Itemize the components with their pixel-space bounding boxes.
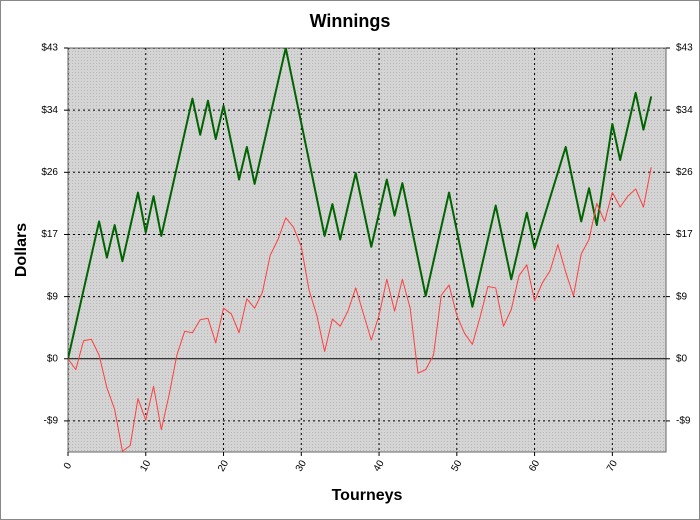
x-tick-label: 30 [294,458,309,474]
chart-title: Winnings [310,11,391,31]
y2-tick-label: $17 [676,229,693,240]
y2-tick-label: $43 [676,43,693,54]
y-tick-label: $43 [41,43,58,54]
x-tick-label: 10 [138,458,153,474]
y-tick-label: $26 [41,167,58,178]
y2-tick-label: $9 [676,291,688,302]
plot-area [67,47,667,453]
x-tick-label: 40 [372,458,387,474]
y-tick-label: -$9 [44,416,59,427]
y2-tick-label: $34 [676,105,693,116]
x-tick-label: 20 [216,458,231,474]
y2-tick-label: $0 [676,353,688,364]
x-tick-label: 70 [605,458,620,474]
x-tick-label: 0 [62,461,75,472]
y-tick-label: $17 [41,229,58,240]
x-tick-label: 60 [527,458,542,474]
x-tick-label: 50 [449,458,464,474]
y-tick-label: $9 [47,291,59,302]
y2-tick-label: $26 [676,167,693,178]
series-line [68,167,652,452]
x-axis-title: Tourneys [332,487,403,504]
series-line [68,48,653,359]
y-tick-label: $34 [41,105,58,116]
y-tick-label: $0 [47,353,59,364]
y-axis-title: Dollars [13,223,30,277]
plot [68,48,666,452]
y2-tick-label: -$9 [676,416,691,427]
